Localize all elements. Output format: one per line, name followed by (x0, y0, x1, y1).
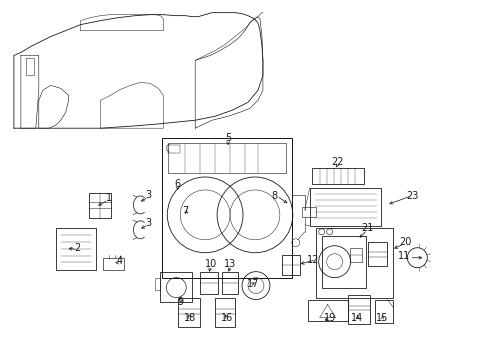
Bar (56, 228, 95, 270)
Bar (281, 255, 299, 275)
Bar (375, 300, 393, 323)
Bar (321, 236, 365, 288)
Text: 7: 7 (182, 206, 188, 216)
Text: 18: 18 (183, 314, 196, 324)
Bar (155, 278, 160, 289)
Text: 2: 2 (74, 243, 81, 253)
Text: 16: 16 (221, 314, 233, 324)
Text: 6: 6 (174, 179, 180, 189)
Bar (168, 145, 180, 153)
Text: 10: 10 (204, 259, 217, 269)
Bar (88, 193, 110, 218)
Bar (200, 272, 218, 293)
Bar (367, 242, 386, 266)
Bar (215, 298, 235, 328)
Text: 3: 3 (145, 190, 151, 200)
Text: 1: 1 (105, 193, 111, 203)
Text: 5: 5 (224, 133, 231, 143)
Text: 9: 9 (177, 297, 183, 306)
Text: 20: 20 (399, 237, 411, 247)
Bar (349, 248, 361, 262)
Bar (168, 143, 285, 173)
Text: 8: 8 (271, 191, 277, 201)
Text: 13: 13 (224, 259, 236, 269)
Bar (301, 207, 315, 217)
Bar (315, 228, 393, 298)
Bar (307, 300, 347, 321)
Text: 12: 12 (306, 255, 318, 265)
Bar (178, 298, 200, 328)
Text: 22: 22 (331, 157, 343, 167)
Bar (222, 272, 238, 293)
Text: 15: 15 (375, 314, 388, 324)
Text: 19: 19 (323, 314, 335, 324)
Text: 4: 4 (116, 256, 122, 266)
Text: 17: 17 (246, 279, 259, 289)
Text: 21: 21 (361, 223, 373, 233)
Bar (347, 294, 369, 324)
Bar (311, 168, 363, 184)
Text: 14: 14 (351, 314, 363, 324)
Text: 11: 11 (397, 251, 409, 261)
Bar (162, 138, 291, 278)
Text: 3: 3 (145, 218, 151, 228)
Bar (309, 188, 381, 226)
Text: 23: 23 (406, 191, 418, 201)
Bar (102, 258, 124, 270)
Bar (160, 272, 192, 302)
